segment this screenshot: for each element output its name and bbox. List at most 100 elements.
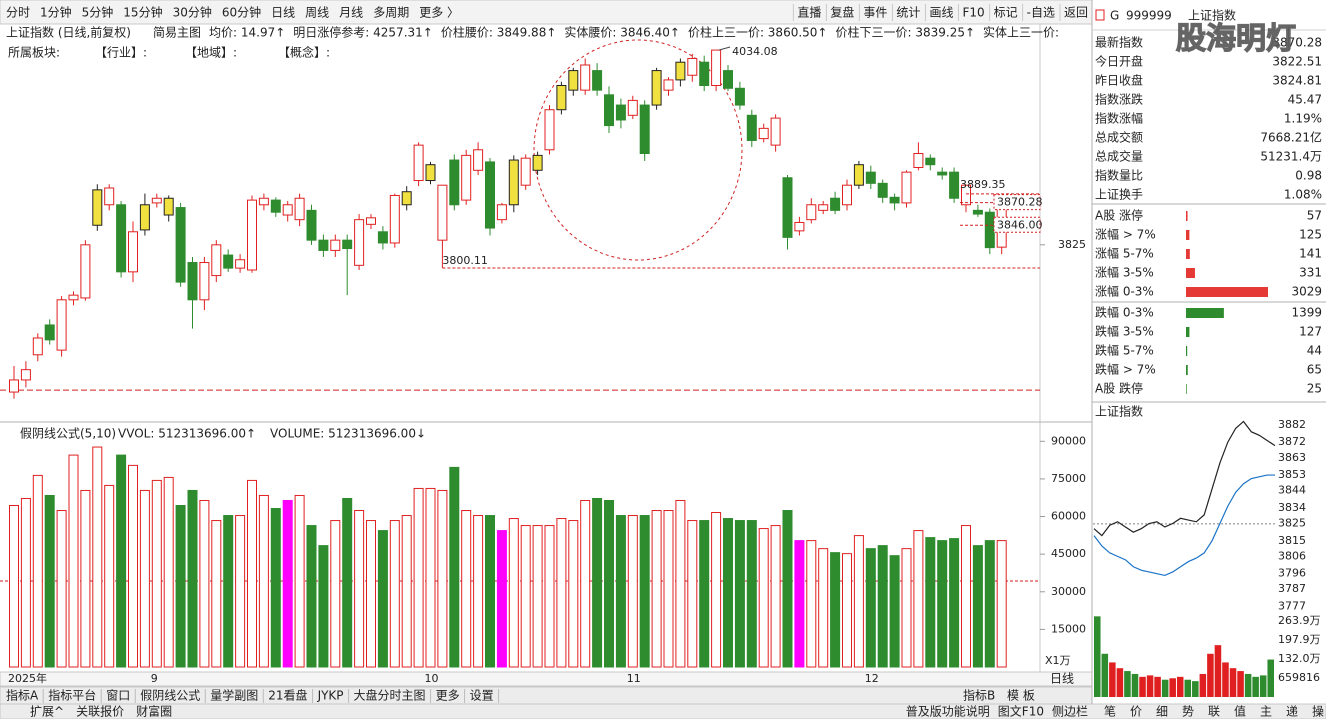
period-tab[interactable]: 分时 [6, 6, 30, 20]
candle-body [199, 262, 210, 301]
volume-bar [401, 515, 412, 668]
y-tick-label: 3806 [1278, 549, 1306, 562]
indicator-text: 简易主图 [153, 26, 201, 40]
breadth-value: 44 [1307, 344, 1322, 358]
panel-button[interactable]: 模 板 [1007, 689, 1035, 703]
volume-bar [9, 504, 19, 668]
candle-body [937, 171, 948, 176]
indicator-tab[interactable]: 设置 [470, 689, 494, 703]
side-button[interactable]: 笔 [1104, 704, 1116, 719]
status-item[interactable]: 图文F10 [998, 704, 1044, 719]
intraday-volume [1124, 671, 1131, 697]
candle-body [9, 379, 19, 393]
side-button[interactable]: 递 [1286, 705, 1298, 719]
period-tab[interactable]: 15分钟 [123, 5, 162, 20]
volume-bar [901, 548, 912, 668]
y-tick-label: 3787 [1278, 582, 1306, 595]
side-button[interactable]: 势 [1182, 705, 1194, 719]
period-tab[interactable]: 周线 [305, 6, 329, 20]
volume-bar [318, 545, 329, 668]
volume-bar [913, 530, 924, 668]
status-item[interactable]: 普及版功能说明 [906, 704, 990, 719]
volume-bar [56, 510, 67, 668]
candle-body [961, 184, 971, 206]
toolbar-button[interactable]: 标记 [994, 6, 1018, 20]
annotation-leader [718, 46, 731, 51]
y-tick-label: 45000 [1051, 547, 1086, 560]
toolbar-button[interactable]: 复盘 [830, 5, 854, 20]
indicator-tab[interactable]: 大盘分时主图 [354, 688, 426, 703]
side-button[interactable]: 联 [1208, 705, 1220, 719]
annotation: 4034.08 [732, 45, 778, 58]
toolbar-button[interactable]: 返回 [1064, 6, 1088, 20]
volume-bar [842, 553, 852, 668]
side-button[interactable]: 细 [1156, 705, 1168, 719]
candle-body [163, 197, 174, 216]
y-tick-label: 3844 [1278, 484, 1306, 497]
quote-value: 7668.21亿 [1260, 130, 1322, 145]
side-button[interactable]: 操 [1312, 704, 1324, 719]
icon [1095, 9, 1105, 21]
candle-body [782, 177, 793, 238]
intraday-volume [1267, 659, 1274, 697]
toolbar-button[interactable]: -自选 [1027, 6, 1055, 20]
candle-body [853, 164, 864, 186]
candle-body [44, 324, 55, 341]
period-tab[interactable]: 日线 [271, 6, 295, 20]
breadth-bar [1186, 211, 1188, 221]
volume-bar [258, 494, 269, 668]
candle-body [675, 61, 686, 81]
volume-bar [520, 525, 531, 668]
y-tick-label: 15000 [1051, 622, 1086, 635]
y-tick-label: 263.9万 [1278, 614, 1321, 627]
indicator-tab[interactable]: 窗口 [106, 689, 130, 703]
indicator-tab[interactable]: JYKP [317, 689, 344, 703]
toolbar-button[interactable]: F10 [962, 6, 984, 20]
candle-body [437, 184, 448, 241]
indicator-tab[interactable]: 指标平台 [48, 688, 96, 703]
toolbar-button[interactable]: 画线 [929, 6, 953, 20]
toolbar-button[interactable]: 事件 [863, 6, 887, 20]
status-item[interactable]: 关联报价 [76, 704, 124, 719]
period-tab[interactable]: 30分钟 [173, 5, 212, 20]
period-tab[interactable]: 5分钟 [82, 5, 114, 20]
indicator-tab[interactable]: 更多 [436, 689, 460, 703]
watermark: 股海明灯 [1176, 22, 1296, 57]
indicator-tab[interactable]: 指标A [6, 688, 39, 703]
indicator-tab[interactable]: 量学副图 [210, 688, 258, 703]
status-item[interactable]: 侧边栏 [1052, 704, 1088, 719]
volume-bar [330, 520, 341, 668]
status-item[interactable]: 扩展^ [30, 705, 64, 719]
panel-button[interactable]: 指标B [963, 688, 995, 703]
breadth-bar [1186, 230, 1190, 240]
candle-body [318, 239, 329, 251]
y-tick-label: 3815 [1278, 534, 1306, 547]
breadth-value: 331 [1299, 266, 1322, 280]
toolbar-button[interactable]: 直播 [797, 6, 821, 20]
volume-bar [604, 499, 614, 668]
toolbar-button[interactable]: 统计 [896, 6, 920, 20]
volume-bar [580, 499, 591, 668]
period-tab[interactable]: 60分钟 [222, 5, 261, 20]
volume-bar [734, 520, 745, 668]
intraday-volume [1252, 676, 1259, 697]
period-tab[interactable]: 多周期 [373, 6, 409, 20]
indicator-tab[interactable]: 假阴线公式 [140, 689, 200, 703]
volume-bar [865, 548, 876, 668]
y-tick-label: 60000 [1051, 510, 1086, 523]
period-tab[interactable]: 月线 [339, 6, 363, 20]
period-tab[interactable]: 1分钟 [40, 5, 72, 20]
legend-text: VOLUME: 512313696.00↓ [270, 427, 426, 441]
side-button[interactable]: 值 [1234, 704, 1246, 719]
period-tab[interactable]: 更多 〉 [419, 6, 459, 20]
status-item[interactable]: 财富圈 [136, 704, 172, 719]
side-button[interactable]: 主 [1260, 705, 1272, 719]
indicator-tab[interactable]: 21看盘 [268, 688, 307, 703]
side-button[interactable]: 价 [1130, 705, 1142, 719]
candle-body [925, 157, 936, 166]
candle-body [806, 204, 817, 221]
candle-body [794, 221, 805, 232]
annotation-box [993, 194, 1041, 211]
volume-bar [425, 487, 436, 668]
volume-bar [889, 555, 900, 668]
